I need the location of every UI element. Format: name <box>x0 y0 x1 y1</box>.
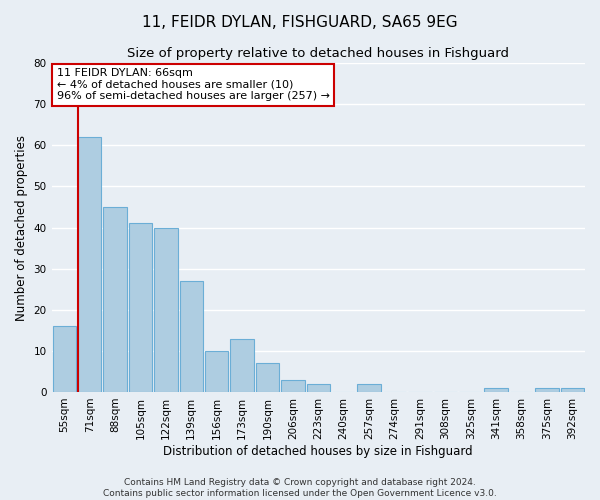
Y-axis label: Number of detached properties: Number of detached properties <box>15 134 28 320</box>
X-axis label: Distribution of detached houses by size in Fishguard: Distribution of detached houses by size … <box>163 444 473 458</box>
Text: 11, FEIDR DYLAN, FISHGUARD, SA65 9EG: 11, FEIDR DYLAN, FISHGUARD, SA65 9EG <box>142 15 458 30</box>
Bar <box>179 281 203 392</box>
Bar <box>78 137 101 392</box>
Bar <box>560 388 584 392</box>
Bar <box>484 388 508 392</box>
Bar <box>358 384 381 392</box>
Bar <box>103 207 127 392</box>
Bar <box>281 380 305 392</box>
Bar <box>230 338 254 392</box>
Title: Size of property relative to detached houses in Fishguard: Size of property relative to detached ho… <box>127 48 509 60</box>
Text: Contains HM Land Registry data © Crown copyright and database right 2024.
Contai: Contains HM Land Registry data © Crown c… <box>103 478 497 498</box>
Bar <box>535 388 559 392</box>
Text: 11 FEIDR DYLAN: 66sqm
← 4% of detached houses are smaller (10)
96% of semi-detac: 11 FEIDR DYLAN: 66sqm ← 4% of detached h… <box>57 68 330 101</box>
Bar <box>307 384 330 392</box>
Bar <box>129 224 152 392</box>
Bar <box>205 351 229 392</box>
Bar <box>53 326 76 392</box>
Bar <box>256 363 279 392</box>
Bar <box>154 228 178 392</box>
